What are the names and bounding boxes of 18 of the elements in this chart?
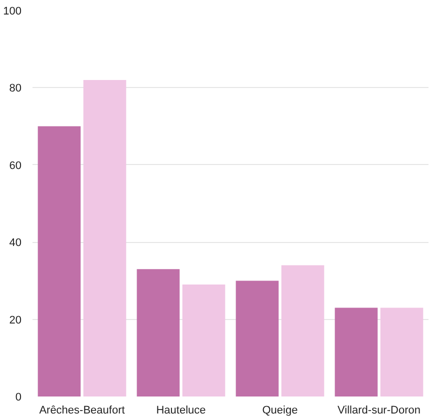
y-tick-label: 60 <box>9 160 22 172</box>
bar <box>136 269 180 396</box>
bar <box>236 280 279 396</box>
bar <box>334 308 378 396</box>
x-tick-label: Villard-sur-Doron <box>338 404 420 416</box>
y-tick-label: 0 <box>15 392 22 404</box>
bar <box>83 80 126 396</box>
y-tick-label: 80 <box>9 82 22 95</box>
bar <box>182 284 226 396</box>
y-tick-label: 40 <box>9 237 22 250</box>
bar <box>281 265 324 396</box>
bar <box>38 126 81 396</box>
x-tick-label: Hauteluce <box>156 404 206 416</box>
y-tick-label: 100 <box>3 6 22 18</box>
y-tick-label: 20 <box>9 314 22 326</box>
x-tick-label: Arêches-Beaufort <box>39 404 125 416</box>
x-tick-label: Queige <box>262 404 298 416</box>
bar <box>380 308 424 396</box>
